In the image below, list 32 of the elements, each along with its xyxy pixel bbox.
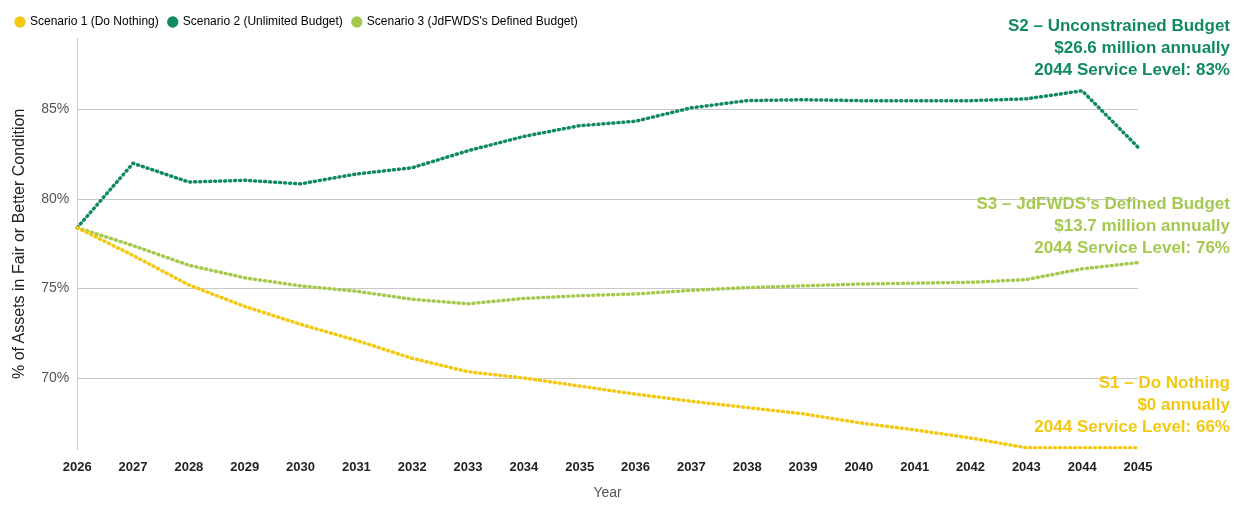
x-tick-label: 2045 <box>1123 458 1153 474</box>
x-tick-label: 2028 <box>174 458 204 474</box>
x-tick-label: 2036 <box>621 458 650 474</box>
y-tick-label: 70% <box>41 368 70 385</box>
x-tick-label: 2038 <box>732 458 762 474</box>
x-tick-label: 2034 <box>509 458 540 474</box>
y-axis-title: % of Assets in Fair or Better Condition <box>10 108 28 379</box>
x-tick-label: 2026 <box>62 458 92 474</box>
y-tick-label: 80% <box>41 189 70 206</box>
x-tick-label: 2035 <box>565 458 595 474</box>
x-tick-label: 2039 <box>788 458 818 474</box>
annotation: S1 – Do Nothing $0 annually 2044 Service Level: 66% <box>1034 373 1231 436</box>
x-tick-label: 2037 <box>676 458 706 474</box>
x-tick-label: 2043 <box>1011 458 1041 474</box>
annotation: S2 – Unconstrained Budget $26.6 million annually 2044 Service Level: 83% <box>1008 15 1231 79</box>
x-tick-label: 2032 <box>397 458 427 474</box>
legend-label: Scenario 2 (Unlimited Budget) <box>182 14 343 29</box>
x-tick-label: 2044 <box>1067 458 1098 474</box>
x-tick-label: 2041 <box>900 458 930 474</box>
annotation: S3 – JdFWDS’s Defined Budget $13.7 million annually 2044 Service Level: 76% <box>976 194 1231 258</box>
legend-label: Scenario 3 (JdFWDS's Defined Budget) <box>366 14 578 29</box>
x-tick-label: 2042 <box>956 458 985 474</box>
x-tick-label: 2027 <box>118 458 148 474</box>
legend-label: Scenario 1 (Do Nothing) <box>30 14 159 29</box>
x-tick-label: 2040 <box>844 458 874 474</box>
x-tick-label: 2031 <box>341 458 371 474</box>
x-tick-label: 2029 <box>230 458 260 474</box>
y-tick-label: 85% <box>41 100 70 117</box>
y-tick-label: 75% <box>41 279 70 296</box>
x-tick-label: 2033 <box>453 458 483 474</box>
x-axis-title: Year <box>593 484 623 501</box>
x-tick-label: 2030 <box>286 458 315 474</box>
